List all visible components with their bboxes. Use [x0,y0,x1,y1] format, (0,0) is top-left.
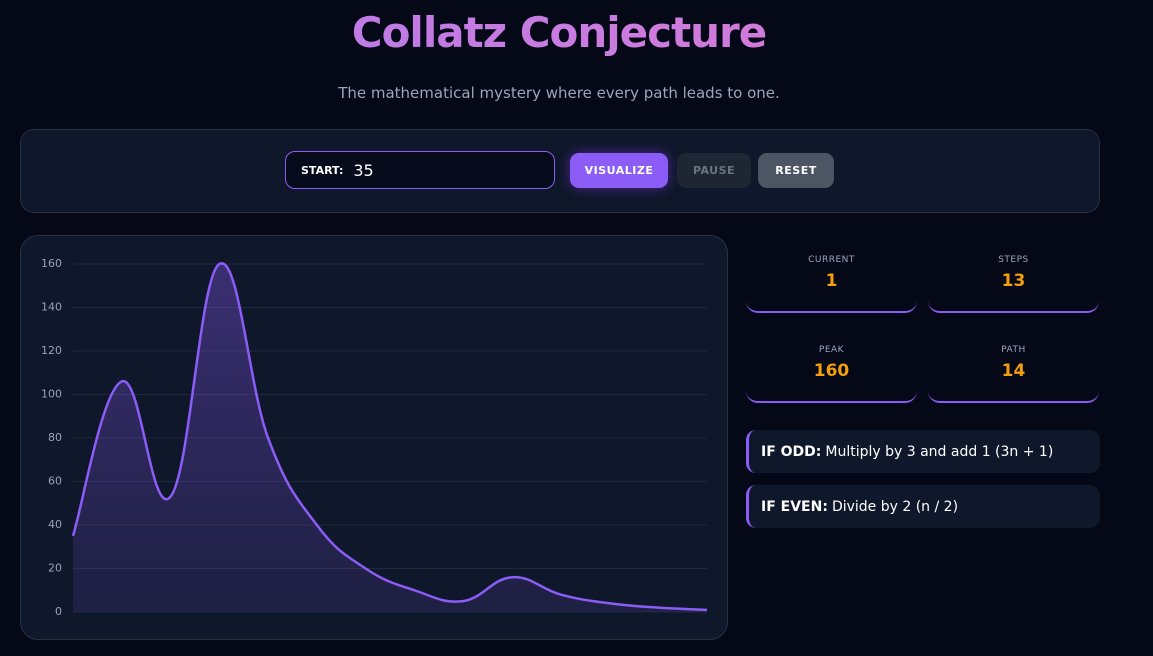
y-tick-label: 0 [55,605,62,618]
control-panel [20,129,1100,213]
y-tick-label: 60 [48,475,62,488]
data-line [71,262,708,612]
stat-label: CURRENT [808,255,855,265]
y-tick-label: 120 [41,344,62,357]
reset-button[interactable]: RESET [758,153,834,188]
rule-text: Divide by 2 (n / 2) [831,498,959,515]
y-tick-label: 80 [48,431,62,444]
start-value[interactable]: 35 [353,160,374,180]
stat-label: STEPS [998,255,1029,265]
stat-label: PEAK [818,345,845,355]
start-input[interactable]: START: 35 [285,151,555,189]
stat-card: CURRENT 1 [746,245,917,313]
stat-value: 160 [813,361,850,381]
subtitle: The mathematical mystery where every pat… [338,84,780,102]
rule-even: IF EVEN: Divide by 2 (n / 2) [746,485,1100,528]
y-tick-label: 100 [41,388,62,401]
rule-label: IF EVEN: [761,498,828,515]
line-area [73,263,707,612]
stat-value: 13 [1001,271,1026,291]
rule-label: IF ODD: [761,443,822,460]
pause-button[interactable]: PAUSE [677,153,751,188]
chart-panel: 0 20 40 60 80 100 120 140 160 [20,235,728,640]
stat-label: PATH [1001,345,1026,355]
y-tick-label: 20 [48,562,62,575]
chart: 0 20 40 60 80 100 120 140 160 [41,257,708,618]
stat-value: 14 [1001,361,1026,381]
y-tick-label: 160 [41,257,62,270]
stat-card: PEAK 160 [746,335,917,403]
y-tick-label: 40 [48,518,62,531]
rule-text: Multiply by 3 and add 1 (3n + 1) [825,443,1054,460]
stat-card: PATH 14 [928,335,1099,403]
start-label: START: [301,163,344,177]
visualize-button[interactable]: VISUALIZE [570,153,668,188]
stat-card: STEPS 13 [928,245,1099,313]
title: Collatz Conjecture [0,8,1118,57]
rule-odd: IF ODD: Multiply by 3 and add 1 (3n + 1) [746,430,1100,473]
y-tick-label: 140 [41,301,62,314]
stat-value: 1 [825,271,838,291]
